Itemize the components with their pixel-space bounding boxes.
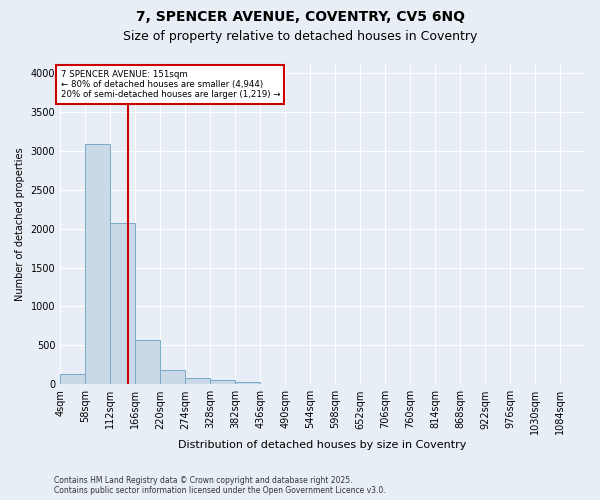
Bar xyxy=(235,382,260,384)
Bar xyxy=(85,144,110,384)
X-axis label: Distribution of detached houses by size in Coventry: Distribution of detached houses by size … xyxy=(178,440,467,450)
Bar xyxy=(110,223,135,384)
Bar xyxy=(210,380,235,384)
Text: Size of property relative to detached houses in Coventry: Size of property relative to detached ho… xyxy=(123,30,477,43)
Bar xyxy=(160,370,185,384)
Y-axis label: Number of detached properties: Number of detached properties xyxy=(15,148,25,302)
Text: Contains HM Land Registry data © Crown copyright and database right 2025.
Contai: Contains HM Land Registry data © Crown c… xyxy=(54,476,386,495)
Text: 7 SPENCER AVENUE: 151sqm
← 80% of detached houses are smaller (4,944)
20% of sem: 7 SPENCER AVENUE: 151sqm ← 80% of detach… xyxy=(61,70,280,100)
Bar xyxy=(60,374,85,384)
Bar xyxy=(185,378,210,384)
Text: 7, SPENCER AVENUE, COVENTRY, CV5 6NQ: 7, SPENCER AVENUE, COVENTRY, CV5 6NQ xyxy=(136,10,464,24)
Bar xyxy=(135,340,160,384)
